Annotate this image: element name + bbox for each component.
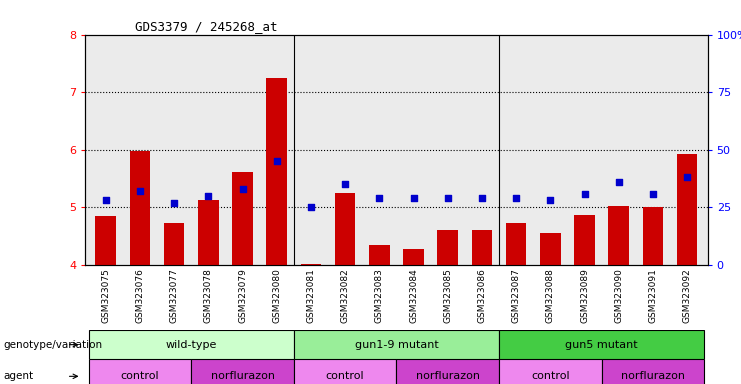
Bar — [608, 206, 629, 265]
Point — [236, 186, 248, 192]
Point — [100, 197, 112, 204]
Point — [579, 190, 591, 197]
Point — [511, 195, 522, 201]
Text: GSM323086: GSM323086 — [477, 268, 486, 323]
Text: GSM323089: GSM323089 — [580, 268, 589, 323]
Point — [613, 179, 625, 185]
Text: GSM323076: GSM323076 — [136, 268, 144, 323]
Point — [647, 190, 659, 197]
Bar — [540, 233, 561, 265]
Text: wild-type: wild-type — [165, 339, 217, 350]
Text: GSM323083: GSM323083 — [375, 268, 384, 323]
Bar — [294, 359, 396, 384]
Text: gun1-9 mutant: gun1-9 mutant — [354, 339, 439, 350]
Bar — [396, 359, 499, 384]
Bar — [437, 230, 458, 265]
Bar — [506, 223, 526, 265]
Text: GSM323087: GSM323087 — [511, 268, 521, 323]
Point — [545, 197, 556, 204]
Text: genotype/variation: genotype/variation — [4, 339, 103, 350]
Text: GSM323091: GSM323091 — [648, 268, 657, 323]
Text: norflurazon: norflurazon — [416, 371, 479, 381]
Text: GSM323090: GSM323090 — [614, 268, 623, 323]
Bar — [677, 154, 697, 265]
Text: GSM323082: GSM323082 — [341, 268, 350, 323]
Bar — [403, 249, 424, 265]
Point — [202, 193, 214, 199]
Text: norflurazon: norflurazon — [210, 371, 274, 381]
Bar — [96, 216, 116, 265]
Bar — [89, 359, 191, 384]
Text: GDS3379 / 245268_at: GDS3379 / 245268_at — [135, 20, 278, 33]
Text: norflurazon: norflurazon — [621, 371, 685, 381]
Bar — [232, 172, 253, 265]
Text: GSM323088: GSM323088 — [546, 268, 555, 323]
Text: control: control — [531, 371, 570, 381]
Text: GSM323077: GSM323077 — [170, 268, 179, 323]
Bar — [574, 215, 595, 265]
Text: GSM323085: GSM323085 — [443, 268, 452, 323]
Bar — [369, 245, 390, 265]
Bar — [294, 330, 499, 359]
Text: GSM323075: GSM323075 — [102, 268, 110, 323]
Bar — [130, 152, 150, 265]
Point — [270, 158, 282, 164]
Text: gun5 mutant: gun5 mutant — [565, 339, 638, 350]
Text: GSM323080: GSM323080 — [272, 268, 282, 323]
Bar — [301, 264, 321, 265]
Text: control: control — [326, 371, 365, 381]
Point — [168, 200, 180, 206]
Text: agent: agent — [4, 371, 34, 381]
Text: GSM323084: GSM323084 — [409, 268, 418, 323]
Point — [442, 195, 453, 201]
Point — [408, 195, 419, 201]
Bar — [191, 359, 294, 384]
Point — [373, 195, 385, 201]
Text: GSM323079: GSM323079 — [238, 268, 247, 323]
Point — [134, 188, 146, 194]
Text: GSM323081: GSM323081 — [307, 268, 316, 323]
Text: GSM323092: GSM323092 — [682, 268, 691, 323]
Bar — [335, 193, 356, 265]
Text: control: control — [121, 371, 159, 381]
Point — [681, 174, 693, 180]
Bar — [267, 78, 287, 265]
Bar — [499, 330, 704, 359]
Bar — [642, 207, 663, 265]
Bar — [164, 223, 185, 265]
Bar — [602, 359, 704, 384]
Point — [339, 181, 351, 187]
Bar — [472, 230, 492, 265]
Text: GSM323078: GSM323078 — [204, 268, 213, 323]
Bar — [198, 200, 219, 265]
Point — [305, 204, 317, 210]
Bar — [499, 359, 602, 384]
Point — [476, 195, 488, 201]
Bar — [89, 330, 294, 359]
